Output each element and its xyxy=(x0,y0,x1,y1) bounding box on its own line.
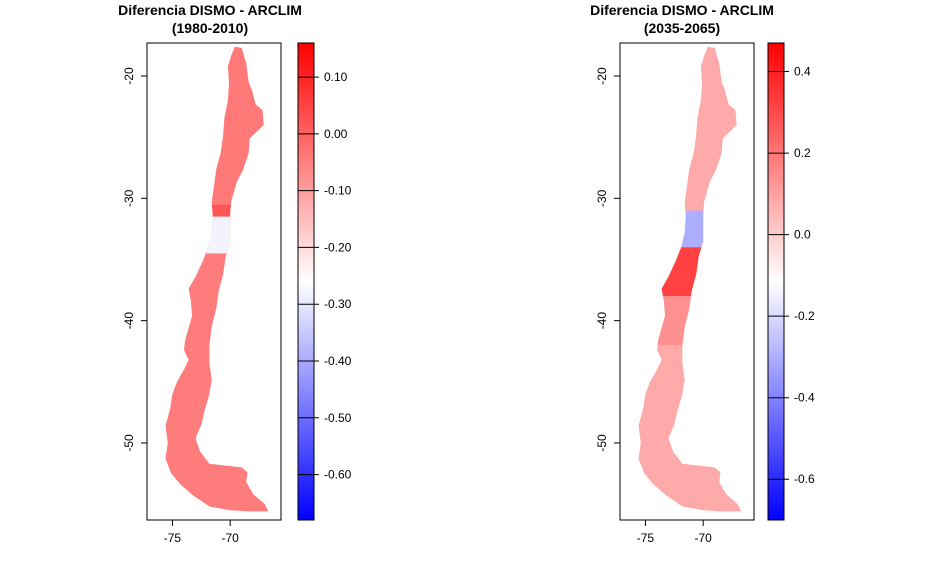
x-axis: -75 -70 xyxy=(164,520,239,545)
panel-1980-2010: Diferencia DISMO - ARCLIM (1980-2010) -7… xyxy=(118,2,352,545)
map-area xyxy=(638,46,742,512)
y-tick-label: -20 xyxy=(122,67,136,85)
map-region-0 xyxy=(165,216,269,512)
map-area xyxy=(165,46,269,512)
y-tick-label: -30 xyxy=(595,189,609,207)
colorbar-tick-label: -0.4 xyxy=(794,391,815,405)
colorbar-gradient xyxy=(298,43,314,520)
colorbar-tick-label: -0.20 xyxy=(324,240,352,254)
map-region-2 xyxy=(638,247,742,297)
colorbar-tick-label: 0.10 xyxy=(324,70,348,84)
x-tick-label: -70 xyxy=(222,531,240,545)
plot-frame xyxy=(619,42,755,521)
colorbar: 0.10 0.00 -0.10 -0.20 -0.30 -0.40 -0.50 -0.60 xyxy=(297,42,352,521)
map-region-2 xyxy=(165,46,269,205)
colorbar-tick-label: 0.2 xyxy=(794,146,811,160)
x-axis: -75 -70 xyxy=(637,520,712,545)
colorbar-tick-label: -0.10 xyxy=(324,184,352,198)
x-tick-label: -75 xyxy=(637,531,655,545)
y-tick-label: -40 xyxy=(595,312,609,330)
map-region-1 xyxy=(165,204,269,217)
y-tick-label: -50 xyxy=(122,434,136,452)
y-tick-label: -20 xyxy=(595,67,609,85)
plot-frame xyxy=(146,42,282,521)
chart-subtitle: (1980-2010) xyxy=(172,20,248,36)
panel-2035-2065: Diferencia DISMO - ARCLIM (2035-2065) -7… xyxy=(590,2,815,545)
y-tick-label: -30 xyxy=(122,189,136,207)
colorbar-frame xyxy=(297,42,315,521)
colorbar-tick-label: -0.40 xyxy=(324,354,352,368)
x-tick-label: -70 xyxy=(695,531,713,545)
y-tick-label: -40 xyxy=(122,312,136,330)
colorbar-tick-label: -0.6 xyxy=(794,472,815,486)
map-region-1 xyxy=(638,210,742,248)
x-tick-label: -75 xyxy=(164,531,182,545)
colorbar-tick-label: 0.4 xyxy=(794,65,811,79)
colorbar-tick-label: 0.00 xyxy=(324,127,348,141)
colorbar: 0.4 0.2 0.0 -0.2 -0.4 -0.6 xyxy=(767,42,815,521)
chart-title: Diferencia DISMO - ARCLIM xyxy=(118,2,302,18)
map-region-3 xyxy=(638,296,742,346)
y-axis: -20 -30 -40 -50 xyxy=(122,67,147,452)
colorbar-tick-label: -0.30 xyxy=(324,297,352,311)
colorbar-tick-label: -0.2 xyxy=(794,309,815,323)
colorbar-tick-label: -0.60 xyxy=(324,468,352,482)
chart-title: Diferencia DISMO - ARCLIM xyxy=(590,2,774,18)
y-axis: -20 -30 -40 -50 xyxy=(595,67,620,452)
chart-subtitle: (2035-2065) xyxy=(644,20,720,36)
y-tick-label: -50 xyxy=(595,434,609,452)
colorbar-gradient xyxy=(768,43,784,520)
colorbar-tick-label: 0.0 xyxy=(794,228,811,242)
map-region-3 xyxy=(165,216,269,254)
colorbar-tick-label: -0.50 xyxy=(324,411,352,425)
colorbar-frame xyxy=(767,42,785,521)
